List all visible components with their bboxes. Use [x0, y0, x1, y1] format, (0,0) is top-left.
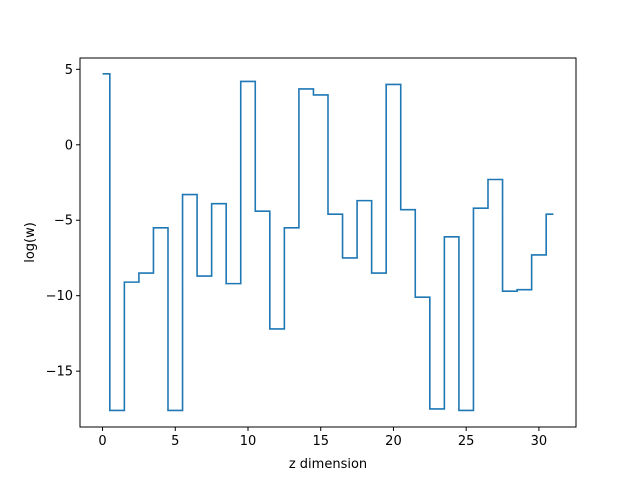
x-tick-label: 25 — [458, 434, 475, 449]
x-tick-label: 30 — [531, 434, 548, 449]
y-tick-label: 0 — [65, 138, 73, 153]
y-tick-label: −15 — [46, 365, 73, 380]
x-tick-label: 5 — [171, 434, 179, 449]
x-axis-ticks: 0 5 10 15 20 25 30 — [98, 427, 547, 449]
x-axis-label: z dimension — [289, 457, 367, 472]
axes-frame — [79, 57, 577, 428]
x-tick-label: 10 — [240, 434, 257, 449]
x-tick-label: 0 — [98, 434, 106, 449]
y-tick-label: 5 — [65, 63, 73, 78]
y-tick-label: −10 — [46, 289, 73, 304]
x-tick-label: 15 — [312, 434, 329, 449]
y-axis-label: log(w) — [23, 222, 38, 263]
x-tick-label: 20 — [385, 434, 402, 449]
series-line — [102, 73, 554, 412]
y-axis-ticks: 5 0 −5 −10 −15 — [46, 63, 80, 380]
y-tick-label: −5 — [54, 214, 73, 229]
